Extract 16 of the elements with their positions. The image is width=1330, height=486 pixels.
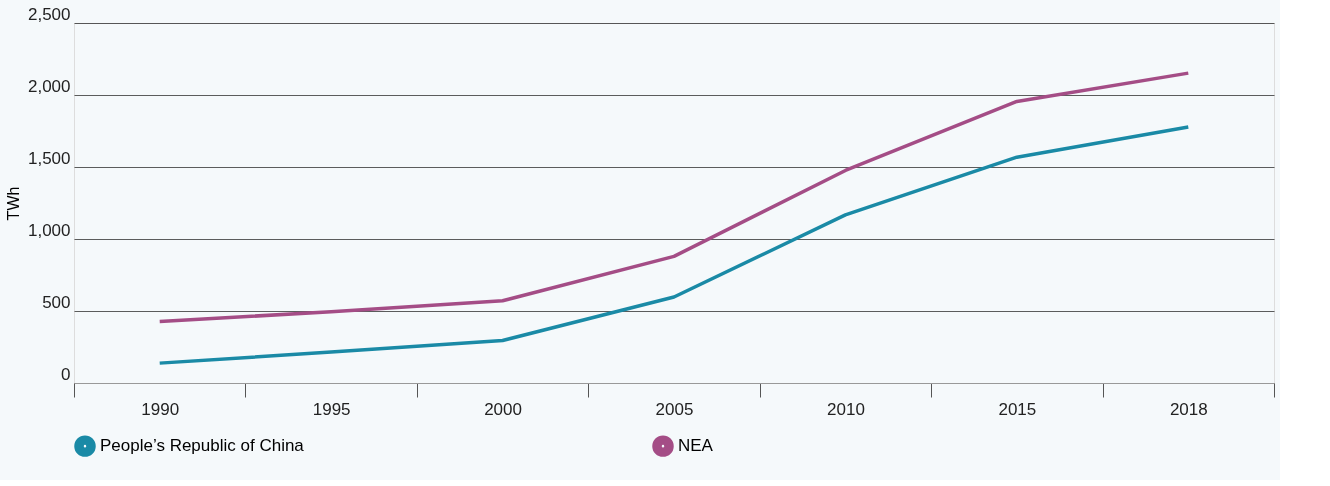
x-tick-label: 2018 — [1169, 399, 1208, 419]
legend-label: People’s Republic of China — [100, 436, 305, 456]
x-tick-label: 2010 — [827, 399, 865, 419]
x-tick-label: 2005 — [655, 399, 694, 419]
y-tick-label: 0 — [61, 364, 71, 384]
y-tick-label: 1,000 — [27, 220, 71, 240]
y-tick-label: 500 — [42, 292, 71, 312]
x-tick-label: 2015 — [998, 399, 1037, 419]
y-tick-label: 1,500 — [27, 148, 71, 168]
x-tick-label: 1995 — [312, 399, 351, 419]
y-tick-label: 2,500 — [27, 4, 71, 24]
legend-label: NEA — [678, 436, 714, 456]
y-tick-label: 2,000 — [27, 76, 71, 96]
y-axis-title: TWh — [4, 186, 22, 221]
x-tick-label: 2000 — [484, 399, 522, 419]
x-tick-label: 1990 — [141, 399, 180, 419]
